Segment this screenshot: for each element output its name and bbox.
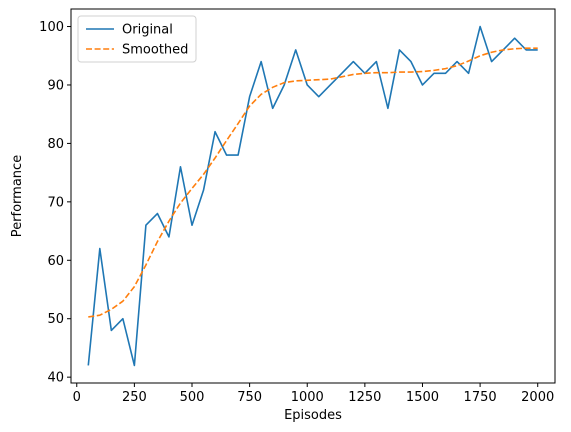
y-tick-label: 70: [47, 195, 64, 210]
x-tick-label: 1750: [464, 390, 497, 405]
x-tick-label: 1000: [291, 390, 324, 405]
x-tick-label: 0: [73, 390, 81, 405]
y-axis-ticks: 40 50 60 70 80 90 100: [39, 20, 71, 386]
y-tick-label: 40: [47, 371, 64, 386]
legend: Original Smoothed: [77, 15, 197, 63]
legend-label-smoothed: Smoothed: [122, 43, 188, 58]
legend-label-original: Original: [122, 23, 173, 38]
x-tick-label: 500: [180, 390, 205, 405]
plot-frame: [70, 8, 556, 384]
x-tick-label: 1500: [406, 390, 439, 405]
x-tick-label: 250: [122, 390, 147, 405]
plot-area: [70, 8, 556, 384]
x-tick-label: 750: [237, 390, 262, 405]
legend-box: [77, 15, 197, 63]
y-tick-label: 50: [47, 312, 64, 327]
x-axis-label: Episodes: [284, 408, 342, 423]
y-tick-label: 60: [47, 254, 64, 269]
series-layer: [87, 25, 538, 367]
y-tick-label: 90: [47, 78, 64, 93]
series-line-original: [87, 25, 538, 367]
x-tick-label: 1250: [348, 390, 381, 405]
x-tick-label: 2000: [521, 390, 554, 405]
y-tick-label: 80: [47, 137, 64, 152]
series-line-smoothed: [88, 47, 538, 318]
y-tick-label: 100: [39, 20, 64, 35]
y-axis-label: Performance: [10, 155, 25, 237]
x-axis-ticks: 0 250 500 750 1000 1250 1500 1750 2000: [73, 383, 554, 405]
